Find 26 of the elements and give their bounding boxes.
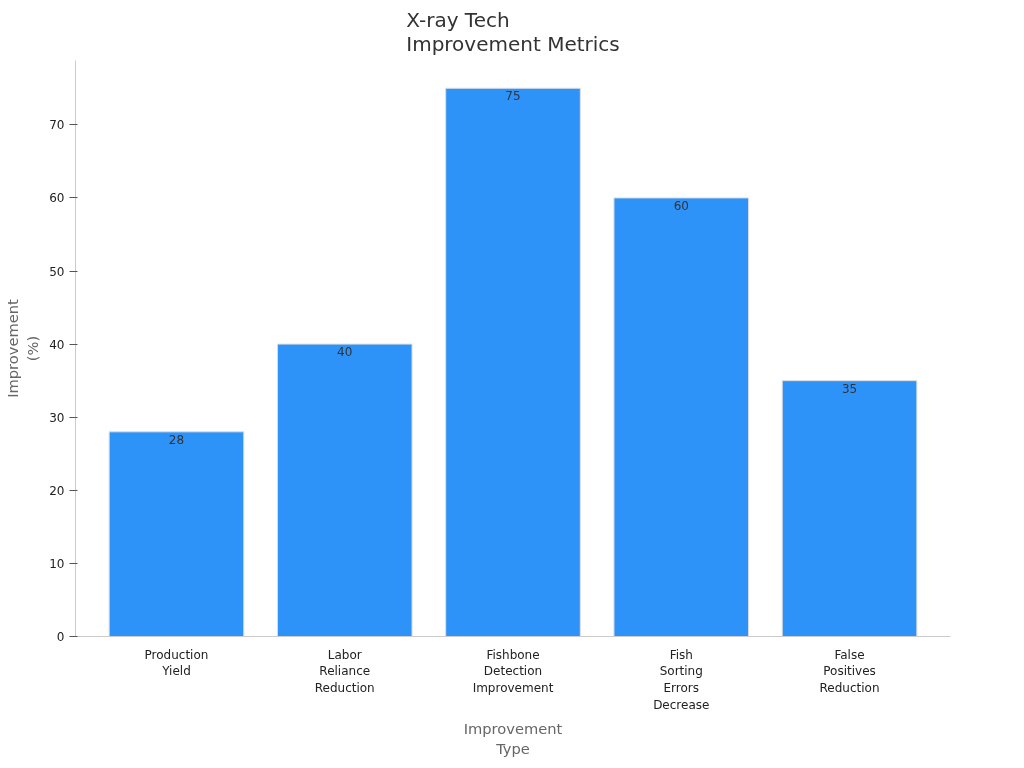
y-axis-title: Improvement (%) [3, 298, 42, 398]
bar [613, 197, 750, 637]
bar [108, 431, 245, 637]
x-tick-label: False Positives Reduction [819, 647, 880, 696]
y-tick-label: 0 [56, 630, 65, 644]
x-tick-label: Fish Sorting Errors Decrease [653, 647, 710, 712]
data-label: 40 [337, 345, 353, 360]
bar [276, 343, 413, 637]
data-label: 35 [841, 381, 858, 396]
data-label: 75 [505, 89, 521, 104]
x-tick-label: Production Yield [144, 647, 209, 679]
y-tick-label: 70 [49, 118, 65, 133]
data-label: 60 [673, 198, 689, 213]
x-axis-title: Improvement Type [463, 719, 563, 758]
bar [781, 380, 918, 637]
chart-title: X-ray Tech Improvement Metrics [406, 7, 620, 56]
y-tick-label: 30 [49, 410, 65, 425]
y-tick-label: 60 [49, 191, 65, 206]
data-label: 28 [168, 432, 185, 447]
y-tick-label: 40 [49, 337, 65, 352]
y-tick-label: 20 [49, 483, 65, 498]
y-tick-label: 50 [49, 264, 65, 279]
x-tick-label: Fishbone Detection Improvement [472, 647, 554, 696]
x-tick-label: Labor Reliance Reduction [314, 647, 375, 696]
bar [445, 87, 581, 637]
y-tick-label: 10 [49, 556, 65, 571]
